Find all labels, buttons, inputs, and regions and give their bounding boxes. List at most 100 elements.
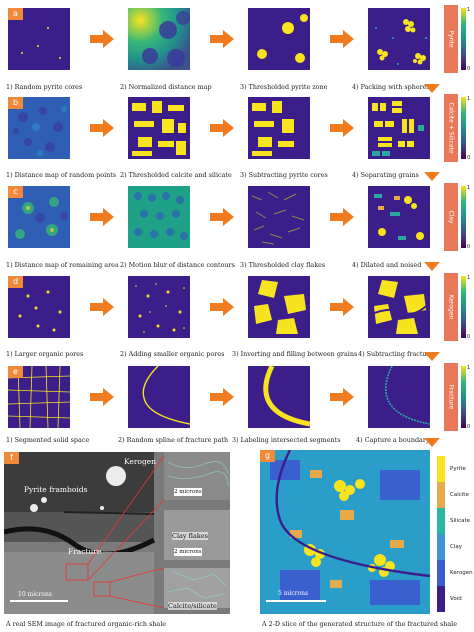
subtracting-fractures-image — [368, 280, 430, 334]
label-clay-flakes: Clay flakes — [172, 532, 208, 540]
separating-grains-image — [372, 101, 424, 156]
row-badge-b: b — [8, 97, 23, 109]
normalized-distance-map-image — [128, 8, 190, 70]
side-label-calcite-silicate: Calcite + Silicate — [444, 94, 458, 162]
label-pyrite-framboids: Pyrite framboids — [24, 485, 88, 494]
caption-d2: 2) Adding smaller organic pores — [120, 350, 225, 358]
scale-label-inset2: 2 microns — [174, 548, 202, 556]
random-pyrite-cores-image — [21, 27, 61, 59]
panel-c2 — [128, 186, 190, 248]
colorbar-bottom-d: 0 — [467, 334, 471, 340]
panel-e4 — [368, 366, 430, 428]
generated-badge: g — [260, 450, 275, 462]
packing-with-spheres-image — [375, 19, 427, 65]
label-fracture: Fracture — [68, 547, 102, 556]
down-arrow-b — [424, 172, 440, 181]
caption-b4: 4) Separating grains — [352, 171, 419, 179]
side-label-clay: Clay — [444, 183, 458, 251]
caption-a3: 3) Thresholded pyrite zone — [240, 83, 328, 91]
capture-a-boundary-image — [384, 366, 430, 425]
scale-label-main: 10 microns — [18, 591, 52, 598]
panel-b4 — [368, 97, 430, 159]
legend-label-calcite: Calcite — [450, 492, 469, 498]
dilated-and-noised-image — [374, 194, 424, 240]
caption-c4: 4) Dilated and noised — [352, 261, 422, 269]
larger-organic-pores-image — [18, 290, 62, 332]
colorbar-bottom-e: 0 — [467, 424, 471, 430]
labeling-intersected-segments-image — [263, 366, 310, 427]
legend-swatch-kerogen — [437, 560, 445, 586]
colorbar-bottom-b: 0 — [467, 155, 471, 161]
legend-swatch-calcite — [437, 482, 445, 508]
down-arrow-e — [424, 438, 440, 447]
label-calcite-silicate: Calcite/silicate — [168, 602, 217, 610]
panel-d4 — [368, 276, 430, 338]
caption-c2: 2) Motion blur of distance contours — [120, 261, 235, 269]
generated-structure-image — [260, 450, 430, 614]
inverting-filling-between-grains-image — [254, 280, 306, 334]
caption-a2: 2) Normalized distance map — [120, 83, 212, 91]
caption-b3: 3) Subtracting pyrite cores — [240, 171, 328, 179]
caption-e4: 4) Capture a boundary — [356, 436, 430, 444]
motion-blur-distance-contours-image — [134, 192, 188, 240]
sem-panel: f Kerogen Pyrite framboids Fracture Clay… — [4, 452, 230, 614]
side-label-fracture: Fracture — [444, 363, 458, 431]
colorbar-top-b: 1 — [467, 96, 471, 102]
colorbar-a — [461, 8, 466, 70]
colorbar-bottom-a: 0 — [467, 66, 471, 72]
side-label-pyrite: Pyrite — [444, 5, 458, 73]
caption-b1: 1) Distance map of random points — [6, 171, 117, 179]
colorbar-bottom-c: 0 — [467, 244, 471, 250]
thresholded-clay-flakes-image — [251, 191, 305, 245]
random-spline-fracture-path-image — [142, 366, 190, 425]
legend-label-pyrite: Pyrite — [450, 466, 466, 472]
panel-a2 — [128, 8, 190, 70]
panel-a4 — [368, 8, 430, 70]
legend-label-void: Void — [450, 596, 462, 602]
colorbar-top-e: 1 — [467, 365, 471, 371]
scale-label-inset1: 2 microns — [174, 488, 202, 496]
caption-a4: 4) Packing with spheres — [352, 83, 430, 91]
sem-badge: f — [4, 452, 19, 464]
panel-b3 — [248, 97, 310, 159]
panel-e2 — [128, 366, 190, 428]
panel-d2 — [128, 276, 190, 338]
generated-panel: g 5 microns — [260, 450, 430, 614]
caption-d1: 1) Larger organic pores — [6, 350, 84, 358]
caption-a1: 1) Random pyrite cores — [6, 83, 83, 91]
thresholded-pyrite-zone-image — [257, 14, 308, 63]
sem-caption: A real SEM image of fractured organic-ri… — [6, 620, 167, 628]
generated-caption: A 2-D slice of the generated structure o… — [262, 620, 458, 628]
caption-e2: 2) Random spline of fracture path — [118, 436, 229, 444]
row-badge-a: a — [8, 8, 23, 20]
down-arrow-c — [424, 262, 440, 271]
down-arrow-a — [424, 84, 440, 93]
legend-label-kerogen: Kerogen — [450, 570, 473, 576]
caption-d3: 3) Inverting and filling between grains — [232, 350, 358, 358]
panel-c4 — [368, 186, 430, 248]
caption-b2: 2) Thresholded calcite and silicate — [120, 171, 232, 179]
colorbar-c — [461, 186, 466, 248]
segmented-solid-space-image — [8, 366, 70, 428]
label-kerogen: Kerogen — [124, 457, 157, 466]
row-badge-c: c — [8, 186, 23, 198]
caption-c3: 3) Thresholded clay flakes — [240, 261, 326, 269]
legend-label-clay: Clay — [450, 544, 462, 550]
caption-e1: 1) Segmented solid space — [6, 436, 90, 444]
side-label-kerogen: Kerogen — [444, 273, 458, 341]
panel-a3 — [248, 8, 310, 70]
panel-b2 — [128, 97, 190, 159]
legend-swatch-void — [437, 586, 445, 612]
distance-map-random-points-image — [13, 106, 67, 156]
colorbar-top-c: 1 — [467, 185, 471, 191]
caption-d4: 4) Subtracting fractures — [358, 350, 437, 358]
legend-label-silicate: Silicate — [450, 518, 471, 524]
legend-swatch-silicate — [437, 508, 445, 534]
adding-smaller-organic-pores-image — [135, 283, 185, 333]
panel-c3 — [248, 186, 310, 248]
panel-e3 — [248, 366, 310, 428]
panel-d1: d — [8, 276, 70, 338]
colorbar-b — [461, 97, 466, 159]
panel-e1: e — [8, 366, 70, 428]
legend-swatch-clay — [437, 534, 445, 560]
